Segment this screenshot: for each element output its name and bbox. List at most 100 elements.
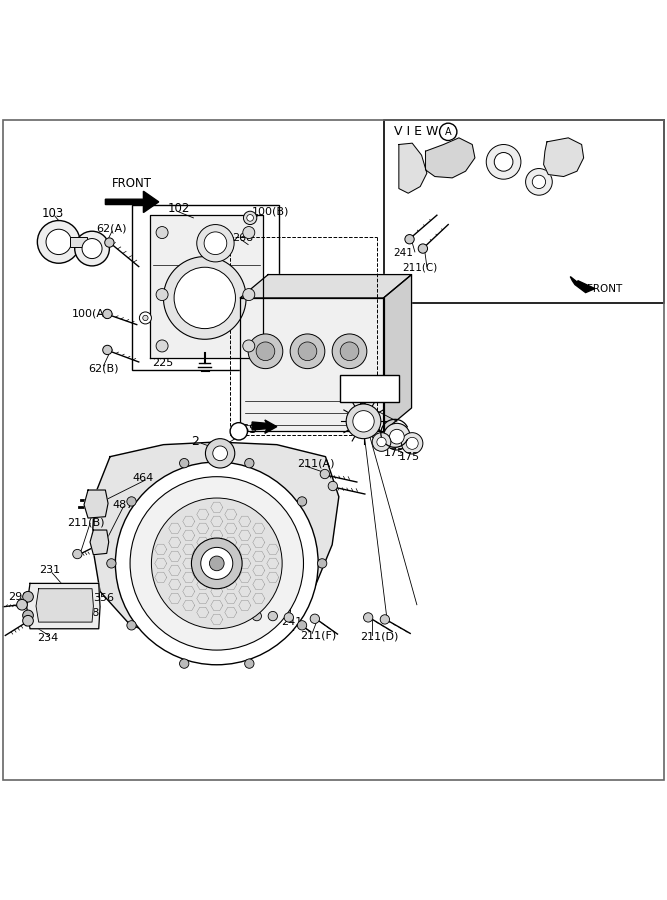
- Polygon shape: [240, 274, 412, 298]
- Circle shape: [156, 340, 168, 352]
- Circle shape: [320, 469, 329, 479]
- Circle shape: [179, 458, 189, 468]
- Circle shape: [179, 659, 189, 669]
- Circle shape: [103, 310, 112, 319]
- Text: 231: 231: [39, 565, 60, 575]
- Text: 2: 2: [191, 435, 199, 448]
- Text: FRONT: FRONT: [587, 284, 622, 293]
- Circle shape: [174, 267, 235, 328]
- Text: 211(A): 211(A): [297, 458, 334, 468]
- Text: 299: 299: [8, 591, 29, 602]
- Circle shape: [402, 433, 423, 454]
- Circle shape: [526, 168, 552, 195]
- Circle shape: [332, 334, 367, 369]
- Text: V I E W: V I E W: [394, 125, 438, 138]
- Polygon shape: [426, 138, 475, 178]
- Circle shape: [390, 429, 404, 444]
- Circle shape: [243, 212, 257, 225]
- Circle shape: [130, 477, 303, 650]
- Polygon shape: [105, 191, 159, 212]
- Bar: [384, 120, 664, 303]
- Polygon shape: [92, 442, 339, 644]
- Polygon shape: [544, 138, 584, 176]
- Text: 103: 103: [41, 207, 63, 220]
- Text: 211(D): 211(D): [360, 632, 399, 642]
- Text: 0-14: 0-14: [356, 382, 383, 395]
- Circle shape: [103, 346, 112, 355]
- Text: 175: 175: [384, 448, 405, 458]
- Circle shape: [105, 238, 114, 248]
- Circle shape: [486, 145, 521, 179]
- Circle shape: [372, 433, 391, 451]
- Text: 654: 654: [179, 580, 200, 590]
- Circle shape: [243, 227, 255, 239]
- Circle shape: [377, 437, 386, 446]
- Circle shape: [364, 613, 373, 622]
- Circle shape: [353, 410, 374, 432]
- Circle shape: [284, 613, 293, 622]
- Circle shape: [17, 599, 27, 610]
- Text: 211(C): 211(C): [402, 263, 438, 273]
- Text: 175: 175: [399, 452, 420, 462]
- Circle shape: [243, 340, 255, 352]
- Circle shape: [245, 458, 254, 468]
- Circle shape: [340, 342, 359, 361]
- Circle shape: [243, 289, 255, 301]
- Circle shape: [82, 238, 102, 258]
- Circle shape: [252, 611, 261, 621]
- Circle shape: [156, 289, 168, 301]
- Circle shape: [418, 244, 428, 253]
- Text: 211(E): 211(E): [255, 605, 291, 615]
- Circle shape: [46, 230, 71, 255]
- Circle shape: [297, 497, 307, 506]
- Polygon shape: [84, 490, 108, 518]
- Text: 241: 241: [394, 248, 414, 258]
- Polygon shape: [90, 530, 109, 554]
- Circle shape: [213, 446, 227, 461]
- Text: 478: 478: [79, 608, 100, 618]
- Circle shape: [209, 556, 224, 571]
- Text: 62(A): 62(A): [97, 223, 127, 234]
- Circle shape: [37, 220, 80, 263]
- Text: 487: 487: [112, 500, 133, 509]
- Circle shape: [297, 621, 307, 630]
- Circle shape: [23, 616, 33, 626]
- Text: A: A: [235, 427, 242, 436]
- Bar: [70, 238, 87, 247]
- Circle shape: [139, 312, 151, 324]
- Polygon shape: [27, 583, 100, 629]
- Circle shape: [406, 437, 418, 449]
- Circle shape: [201, 547, 233, 580]
- Circle shape: [247, 214, 253, 221]
- Circle shape: [204, 232, 227, 255]
- Circle shape: [143, 315, 148, 320]
- Circle shape: [245, 659, 254, 669]
- Text: 211(B): 211(B): [67, 517, 104, 527]
- Circle shape: [127, 621, 136, 630]
- Circle shape: [23, 591, 33, 602]
- Text: 268: 268: [232, 233, 253, 243]
- Text: FRONT: FRONT: [112, 176, 152, 190]
- Circle shape: [107, 559, 116, 568]
- Circle shape: [380, 615, 390, 624]
- Text: 241: 241: [281, 617, 303, 627]
- Circle shape: [405, 235, 414, 244]
- Circle shape: [384, 423, 410, 450]
- Polygon shape: [252, 420, 277, 433]
- Text: NSS: NSS: [233, 424, 257, 436]
- Text: 356: 356: [93, 593, 114, 603]
- Circle shape: [205, 438, 235, 468]
- Circle shape: [197, 225, 234, 262]
- Circle shape: [298, 342, 317, 361]
- Circle shape: [256, 342, 275, 361]
- Text: 234: 234: [37, 633, 58, 643]
- Circle shape: [230, 423, 247, 440]
- Circle shape: [163, 256, 246, 339]
- Text: 62(B): 62(B): [88, 364, 119, 374]
- Circle shape: [494, 152, 513, 171]
- Circle shape: [346, 404, 381, 438]
- Circle shape: [268, 611, 277, 621]
- Circle shape: [151, 498, 282, 629]
- Polygon shape: [384, 274, 412, 431]
- Circle shape: [75, 231, 109, 266]
